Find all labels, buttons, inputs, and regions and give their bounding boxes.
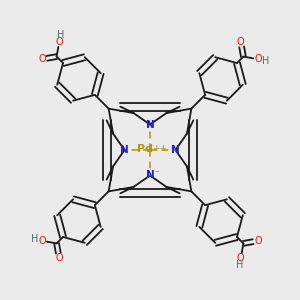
Text: N: N: [120, 145, 129, 155]
Text: O: O: [38, 236, 46, 246]
Text: O: O: [237, 253, 244, 263]
Text: H: H: [31, 235, 38, 244]
Text: O: O: [254, 236, 262, 246]
Text: O: O: [237, 37, 244, 47]
Text: N: N: [171, 145, 180, 155]
Text: H: H: [262, 56, 269, 65]
Text: N: N: [146, 119, 154, 130]
Text: O: O: [56, 37, 63, 47]
Text: O: O: [56, 253, 63, 263]
Text: Pd: Pd: [136, 144, 153, 154]
Text: H: H: [57, 29, 64, 40]
Text: ++: ++: [152, 144, 167, 153]
Text: O: O: [38, 54, 46, 64]
Text: N: N: [146, 170, 154, 181]
Text: O: O: [254, 54, 262, 64]
Text: ⁻: ⁻: [154, 169, 159, 178]
Text: H: H: [236, 260, 243, 271]
